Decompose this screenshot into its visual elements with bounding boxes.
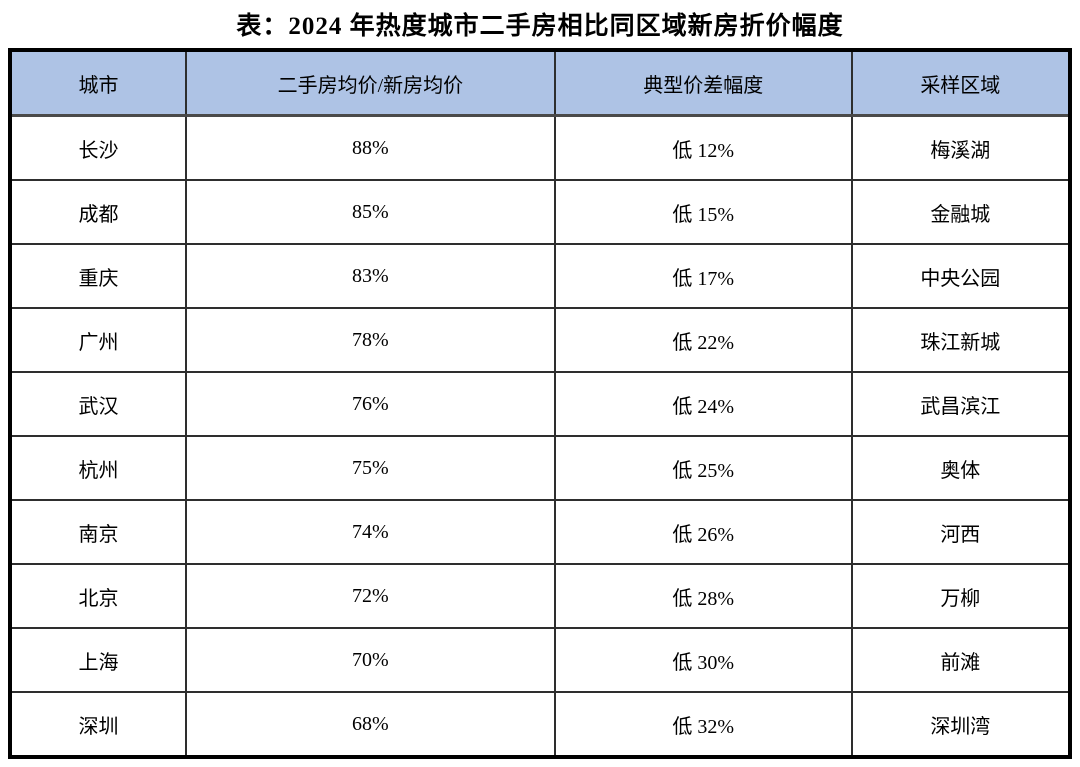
header-price-ratio: 二手房均价/新房均价 — [184, 49, 556, 117]
header-city: 城市 — [9, 49, 187, 117]
cell-sample-area: 金融城 — [850, 179, 1072, 245]
table-row: 成都 85% 低 15% 金融城 — [9, 179, 1072, 245]
cell-price-ratio: 83% — [184, 243, 556, 309]
cell-price-gap: 低 17% — [553, 243, 853, 309]
table-row: 长沙 88% 低 12% 梅溪湖 — [9, 114, 1072, 181]
cell-price-gap: 低 32% — [553, 691, 853, 758]
cell-city: 广州 — [9, 307, 187, 373]
table-body: 长沙 88% 低 12% 梅溪湖 成都 85% 低 15% 金融城 重庆 83%… — [9, 114, 1072, 758]
table-row: 上海 70% 低 30% 前滩 — [9, 627, 1072, 693]
cell-city: 武汉 — [9, 371, 187, 437]
cell-sample-area: 万柳 — [850, 563, 1072, 629]
cell-sample-area: 前滩 — [850, 627, 1072, 693]
cell-price-gap: 低 26% — [553, 499, 853, 565]
table-row: 杭州 75% 低 25% 奥体 — [9, 435, 1072, 501]
cell-city: 杭州 — [9, 435, 187, 501]
table-row: 北京 72% 低 28% 万柳 — [9, 563, 1072, 629]
header-sample-area: 采样区域 — [850, 49, 1072, 117]
cell-price-gap: 低 12% — [553, 114, 853, 181]
cell-price-gap: 低 22% — [553, 307, 853, 373]
cell-price-ratio: 75% — [184, 435, 556, 501]
cell-price-gap: 低 28% — [553, 563, 853, 629]
cell-city: 北京 — [9, 563, 187, 629]
cell-price-ratio: 88% — [184, 114, 556, 181]
cell-sample-area: 梅溪湖 — [850, 114, 1072, 181]
header-price-gap: 典型价差幅度 — [553, 49, 853, 117]
cell-price-ratio: 85% — [184, 179, 556, 245]
housing-discount-table: 城市 二手房均价/新房均价 典型价差幅度 采样区域 长沙 88% 低 12% 梅… — [8, 48, 1072, 759]
cell-city: 南京 — [9, 499, 187, 565]
cell-city: 长沙 — [9, 114, 187, 181]
table-row: 重庆 83% 低 17% 中央公园 — [9, 243, 1072, 309]
cell-price-gap: 低 15% — [553, 179, 853, 245]
cell-city: 上海 — [9, 627, 187, 693]
cell-price-ratio: 68% — [184, 691, 556, 758]
cell-city: 成都 — [9, 179, 187, 245]
cell-price-ratio: 72% — [184, 563, 556, 629]
cell-sample-area: 深圳湾 — [850, 691, 1072, 758]
table-row: 武汉 76% 低 24% 武昌滨江 — [9, 371, 1072, 437]
cell-price-gap: 低 25% — [553, 435, 853, 501]
table-row: 深圳 68% 低 32% 深圳湾 — [9, 691, 1072, 758]
cell-price-gap: 低 24% — [553, 371, 853, 437]
table-row: 南京 74% 低 26% 河西 — [9, 499, 1072, 565]
cell-city: 深圳 — [9, 691, 187, 758]
cell-price-ratio: 74% — [184, 499, 556, 565]
cell-sample-area: 奥体 — [850, 435, 1072, 501]
cell-price-gap: 低 30% — [553, 627, 853, 693]
cell-sample-area: 中央公园 — [850, 243, 1072, 309]
cell-sample-area: 珠江新城 — [850, 307, 1072, 373]
cell-sample-area: 武昌滨江 — [850, 371, 1072, 437]
table-caption: 表：2024 年热度城市二手房相比同区域新房折价幅度 — [236, 13, 844, 40]
cell-price-ratio: 76% — [184, 371, 556, 437]
cell-price-ratio: 78% — [184, 307, 556, 373]
cell-city: 重庆 — [9, 243, 187, 309]
cell-price-ratio: 70% — [184, 627, 556, 693]
cell-sample-area: 河西 — [850, 499, 1072, 565]
header-row: 城市 二手房均价/新房均价 典型价差幅度 采样区域 — [9, 49, 1072, 117]
table-row: 广州 78% 低 22% 珠江新城 — [9, 307, 1072, 373]
